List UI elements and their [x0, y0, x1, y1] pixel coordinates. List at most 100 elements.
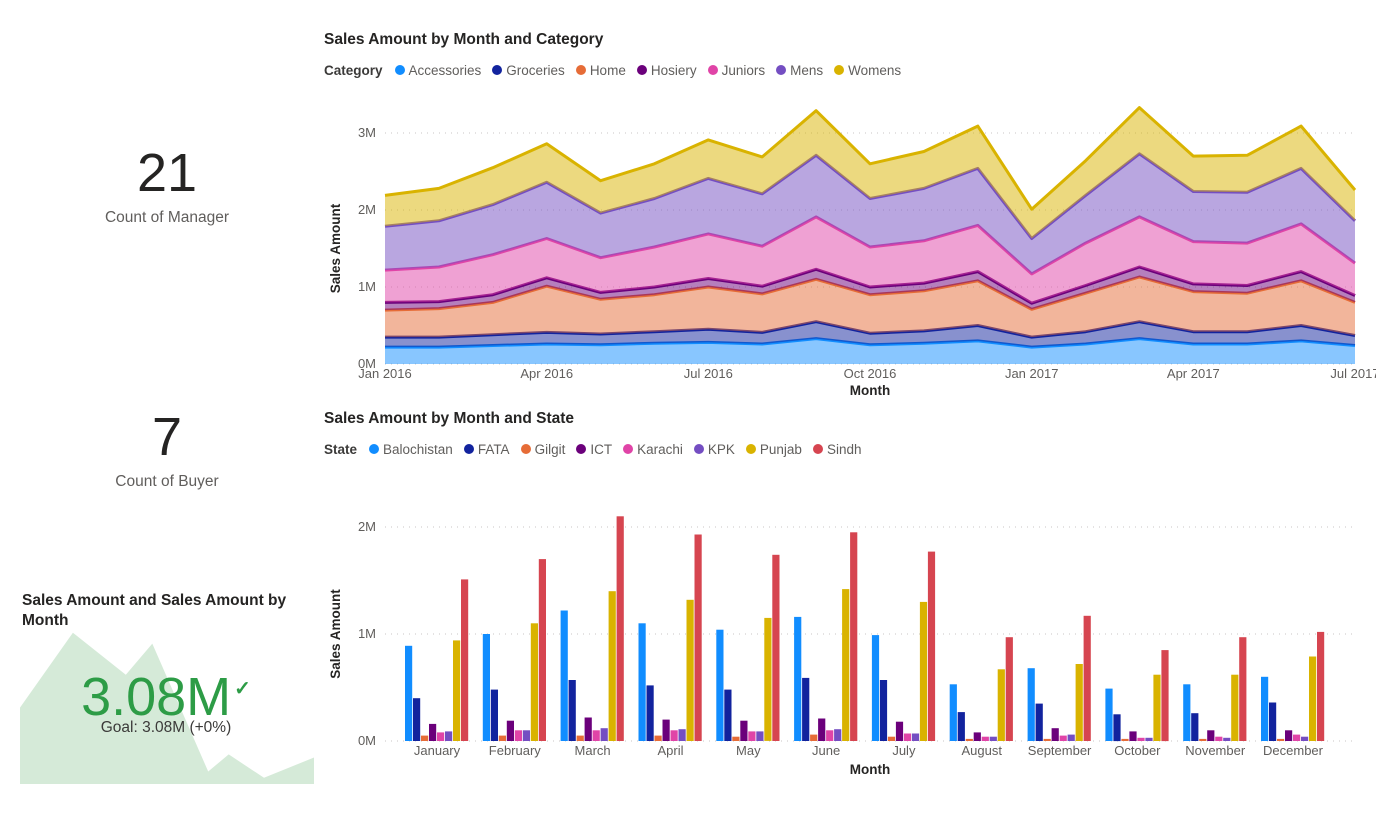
bar-balochistan-november[interactable]	[1183, 684, 1191, 741]
bar-balochistan-september[interactable]	[1027, 668, 1035, 741]
bar-ict-march[interactable]	[584, 717, 592, 742]
bar-fata-august[interactable]	[957, 712, 965, 741]
bar-balochistan-january[interactable]	[405, 645, 413, 741]
bar-ict-july[interactable]	[895, 721, 904, 741]
bar-karachi-december[interactable]	[1293, 734, 1301, 741]
bar-punjab-october[interactable]	[1153, 674, 1161, 741]
bar-punjab-november[interactable]	[1231, 674, 1239, 741]
area-band-mens[interactable]	[385, 153, 1355, 274]
bar-punjab-april[interactable]	[686, 599, 694, 741]
bar-sindh-february[interactable]	[538, 559, 546, 741]
bar-kpk-february[interactable]	[522, 730, 530, 741]
bar-gilgit-april[interactable]	[654, 735, 662, 741]
bar-ict-september[interactable]	[1051, 728, 1059, 741]
legend-item-balochistan[interactable]: Balochistan	[369, 442, 453, 457]
bar-kpk-july[interactable]	[911, 733, 920, 742]
bar-ict-may[interactable]	[740, 720, 748, 741]
bar-ict-april[interactable]	[662, 719, 670, 741]
bar-fata-january[interactable]	[413, 698, 421, 741]
bar-ict-october[interactable]	[1129, 731, 1137, 741]
bar-sindh-may[interactable]	[772, 554, 780, 741]
area-chart-plot[interactable]: 0M 1M 2M 3M Jan 2016 Apr 2016 Jul 2016 Oct 2016…	[324, 92, 1376, 404]
legend-item-womens[interactable]: Womens	[834, 63, 901, 78]
bar-gilgit-october[interactable]	[1121, 738, 1129, 741]
bar-ict-june[interactable]	[818, 718, 826, 742]
bar-karachi-june[interactable]	[826, 730, 834, 741]
bar-ict-february[interactable]	[506, 720, 514, 741]
legend-item-sindh[interactable]: Sindh	[812, 442, 861, 457]
bar-gilgit-july[interactable]	[887, 736, 896, 741]
bar-fata-june[interactable]	[802, 677, 810, 741]
bar-kpk-june[interactable]	[834, 729, 842, 741]
bar-fata-november[interactable]	[1191, 713, 1199, 741]
bar-gilgit-march[interactable]	[576, 735, 584, 741]
bar-karachi-february[interactable]	[514, 730, 522, 741]
legend-item-home[interactable]: Home	[575, 63, 626, 78]
bar-sindh-september[interactable]	[1083, 615, 1091, 741]
bar-sindh-august[interactable]	[1005, 637, 1013, 741]
area-band-juniors[interactable]	[385, 216, 1355, 304]
bar-ict-january[interactable]	[429, 723, 437, 741]
bar-kpk-december[interactable]	[1301, 736, 1309, 741]
bar-fata-april[interactable]	[646, 685, 654, 741]
bar-punjab-march[interactable]	[608, 591, 616, 741]
legend-item-ict[interactable]: ICT	[576, 442, 612, 457]
legend-item-karachi[interactable]: Karachi	[623, 442, 683, 457]
legend-item-mens[interactable]: Mens	[776, 63, 823, 78]
bar-ict-november[interactable]	[1207, 730, 1215, 741]
bar-punjab-august[interactable]	[997, 669, 1005, 741]
bar-karachi-august[interactable]	[981, 736, 989, 741]
bar-chart-plot[interactable]: 0M 1M 2M January February March April May June Ju…	[324, 470, 1376, 800]
area-band-home[interactable]	[385, 277, 1355, 338]
area-line-womens[interactable]	[384, 106, 1357, 211]
bar-karachi-july[interactable]	[903, 733, 912, 742]
bar-sindh-november[interactable]	[1239, 637, 1247, 741]
bar-fata-september[interactable]	[1035, 703, 1043, 741]
bar-fata-may[interactable]	[724, 689, 732, 741]
legend-item-groceries[interactable]: Groceries	[492, 63, 565, 78]
bar-balochistan-october[interactable]	[1105, 688, 1113, 741]
bar-karachi-september[interactable]	[1059, 735, 1067, 741]
bar-sindh-october[interactable]	[1161, 650, 1169, 742]
bar-fata-july[interactable]	[879, 680, 888, 741]
bar-fata-october[interactable]	[1113, 714, 1121, 742]
bar-balochistan-april[interactable]	[638, 623, 646, 741]
bar-gilgit-june[interactable]	[810, 734, 818, 741]
bar-balochistan-july[interactable]	[871, 635, 880, 741]
bar-karachi-november[interactable]	[1215, 736, 1223, 741]
bar-gilgit-february[interactable]	[498, 735, 506, 741]
bar-karachi-april[interactable]	[670, 730, 678, 741]
bar-fata-february[interactable]	[490, 689, 498, 741]
legend-item-hosiery[interactable]: Hosiery	[636, 63, 697, 78]
bar-balochistan-december[interactable]	[1261, 676, 1269, 741]
bar-punjab-september[interactable]	[1075, 664, 1083, 741]
bar-balochistan-june[interactable]	[794, 616, 802, 741]
bar-kpk-march[interactable]	[600, 728, 608, 741]
bar-kpk-april[interactable]	[678, 729, 686, 741]
bar-gilgit-august[interactable]	[965, 738, 973, 741]
bar-kpk-january[interactable]	[445, 731, 453, 741]
bar-balochistan-february[interactable]	[482, 634, 490, 741]
bar-sindh-march[interactable]	[616, 516, 624, 741]
bar-kpk-october[interactable]	[1145, 737, 1153, 741]
bar-punjab-february[interactable]	[530, 623, 538, 741]
bar-karachi-october[interactable]	[1137, 737, 1145, 741]
bar-punjab-may[interactable]	[764, 617, 772, 741]
bar-ict-december[interactable]	[1285, 730, 1293, 741]
bar-punjab-june[interactable]	[842, 589, 850, 741]
bar-fata-december[interactable]	[1269, 702, 1277, 742]
area-band-womens[interactable]	[385, 107, 1355, 239]
bar-karachi-may[interactable]	[748, 731, 756, 741]
bar-balochistan-may[interactable]	[716, 629, 724, 741]
bar-kpk-november[interactable]	[1223, 737, 1231, 741]
bar-punjab-december[interactable]	[1309, 656, 1317, 742]
bar-karachi-january[interactable]	[437, 732, 445, 741]
bar-punjab-january[interactable]	[453, 640, 461, 741]
bar-kpk-may[interactable]	[756, 731, 764, 741]
bar-karachi-march[interactable]	[592, 730, 600, 741]
bar-gilgit-january[interactable]	[421, 735, 429, 741]
legend-item-gilgit[interactable]: Gilgit	[520, 442, 565, 457]
bar-gilgit-may[interactable]	[732, 736, 740, 741]
bar-kpk-september[interactable]	[1067, 734, 1075, 741]
legend-item-fata[interactable]: FATA	[463, 442, 510, 457]
